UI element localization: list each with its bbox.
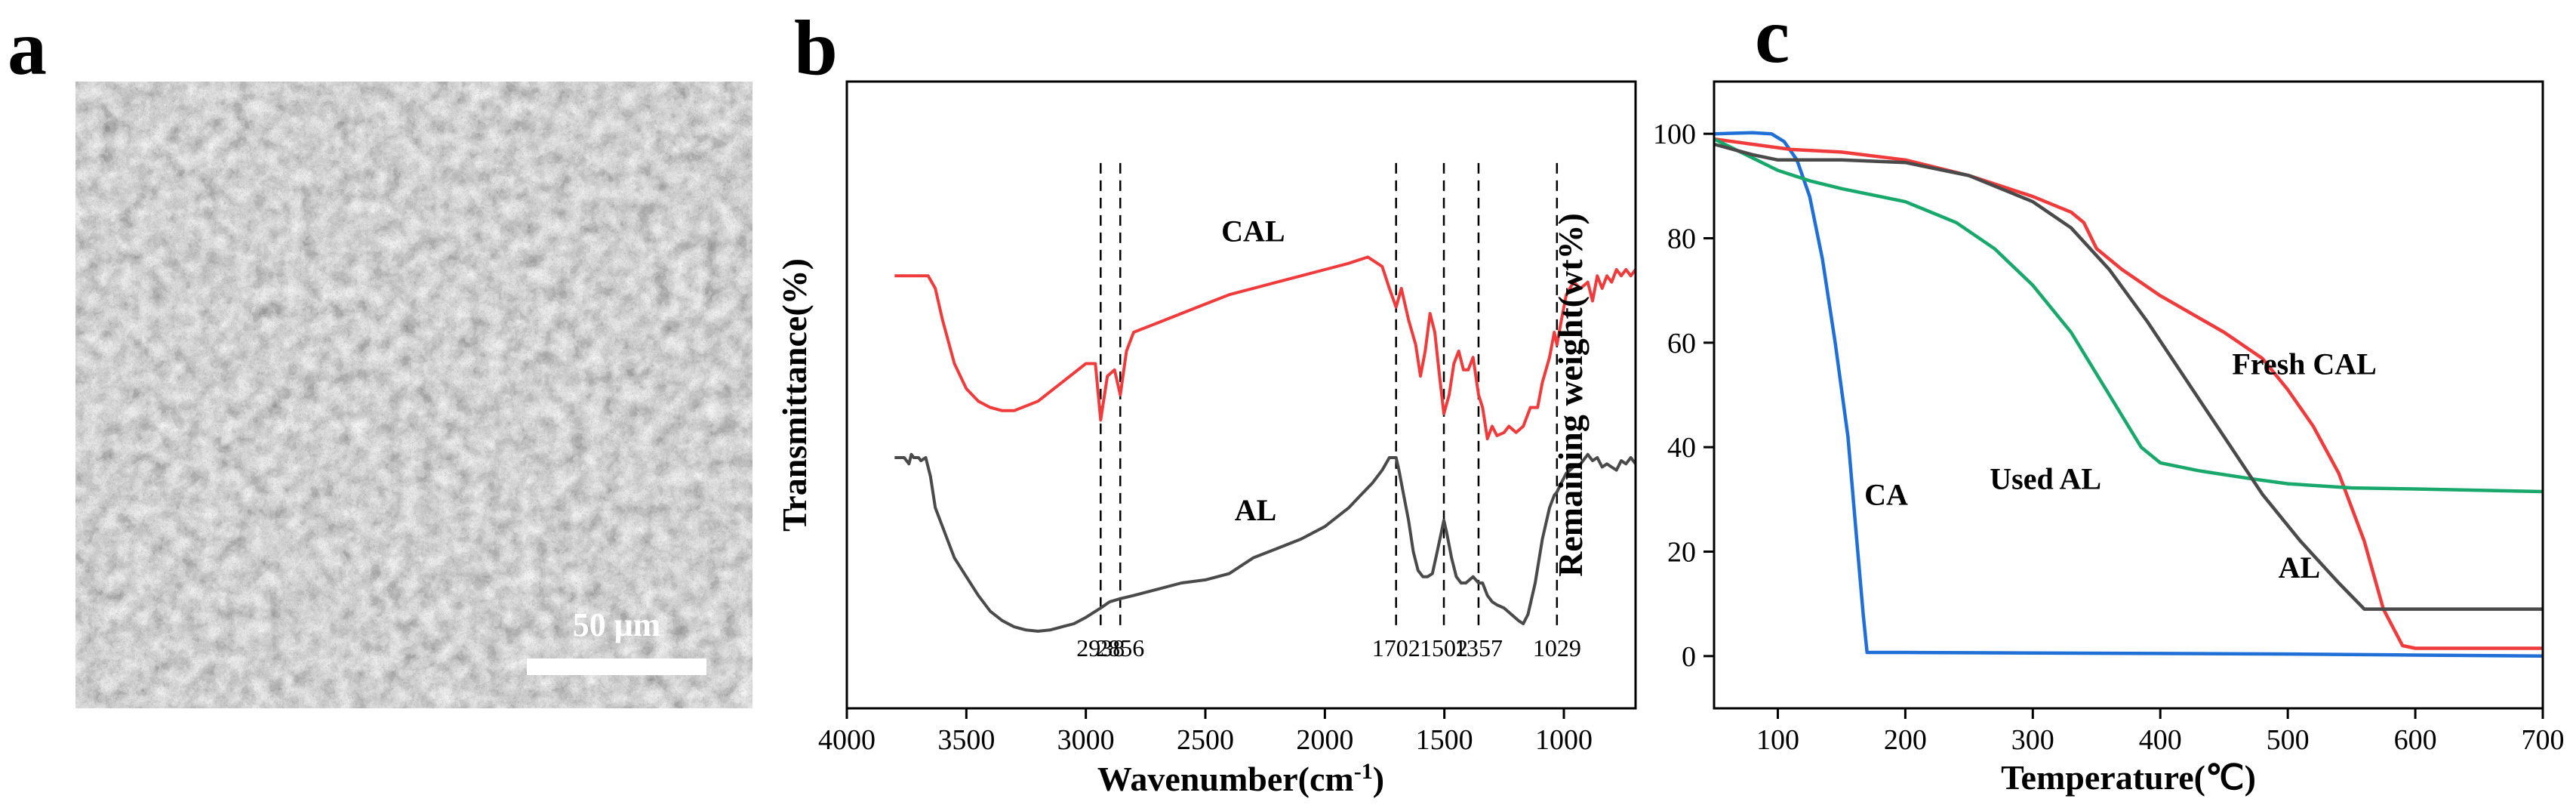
tga-x-tick-label-500: 500 [2267, 724, 2310, 756]
tga-y-tick-label-0: 0 [1682, 641, 1696, 673]
tga-y-axis-title: Remaining weight(wt%) [1551, 213, 1590, 577]
tga-y-tick-label-100: 100 [1653, 119, 1696, 150]
scale-bar [527, 658, 706, 675]
tga-series-used-al-line [1713, 137, 2544, 494]
tga-series-ca-line [1713, 131, 2544, 658]
tga-x-tick-label-700: 700 [2522, 724, 2565, 756]
tga-label-al: AL [2279, 550, 2321, 584]
tga-label-ca: CA [1864, 477, 1908, 511]
tga-label-fresh-cal: Fresh CAL [2232, 347, 2376, 381]
ftir-x-tick-label-1500: 1500 [1416, 724, 1473, 756]
panel-label-a: a [8, 5, 47, 91]
tga-x-tick-label-600: 600 [2394, 724, 2437, 756]
ftir-label-cal: CAL [1221, 214, 1285, 248]
tga-y-tick-label-20: 20 [1667, 537, 1696, 569]
sem-image: 50 μm [75, 82, 752, 708]
ftir-x-tick-label-2000: 2000 [1296, 724, 1353, 756]
ftir-label-al: AL [1235, 493, 1277, 527]
peak-label-1029: 1029 [1533, 634, 1581, 662]
peak-label-1357: 1357 [1454, 634, 1503, 662]
peak-label-1502: 1502 [1420, 634, 1468, 662]
ftir-plot-frame [845, 80, 1637, 710]
tga-x-tick-label-400: 400 [2139, 724, 2182, 756]
ftir-series-cal-line [894, 255, 1637, 441]
tga-series-al-line [1713, 142, 2543, 611]
tga-series-fresh-cal-line [1713, 137, 2543, 650]
tga-y-tick-label-60: 60 [1667, 328, 1696, 359]
panel-label-c: c [1755, 0, 1790, 79]
tga-chart: 100 200 300 400 500 600 700 0 20 40 60 80 100 CA Fres… [1551, 80, 2565, 797]
peak-label-2938: 2938 [1076, 634, 1125, 662]
ftir-x-tick-label-1000: 1000 [1535, 724, 1593, 756]
scale-bar-label: 50 μm [573, 606, 661, 643]
tga-x-axis-title: Temperature(℃) [2001, 758, 2256, 797]
ftir-series-al-line [894, 452, 1637, 633]
tga-x-tick-label-200: 200 [1884, 724, 1927, 756]
tga-y-tick-label-80: 80 [1667, 224, 1696, 255]
tga-x-tick-label-100: 100 [1756, 724, 1799, 756]
ftir-x-axis-title: Wavenumber(cm-1) [1097, 759, 1384, 799]
tga-plot-frame [1713, 80, 2544, 710]
tga-label-used-al: Used AL [1990, 462, 2101, 496]
peak-label-1702: 1702 [1372, 634, 1420, 662]
ftir-x-tick-label-3000: 3000 [1057, 724, 1115, 756]
ftir-x-tick-label-4000: 4000 [818, 724, 876, 756]
peak-label-2856: 2856 [1096, 634, 1144, 662]
ftir-x-tick-label-3500: 3500 [937, 724, 995, 756]
ftir-y-axis-title: Transmittance(%) [775, 258, 814, 532]
tga-y-tick-label-40: 40 [1667, 432, 1696, 464]
panel-label-b: b [794, 5, 838, 91]
tga-x-tick-label-300: 300 [2011, 724, 2054, 756]
ftir-x-tick-label-2500: 2500 [1177, 724, 1234, 756]
